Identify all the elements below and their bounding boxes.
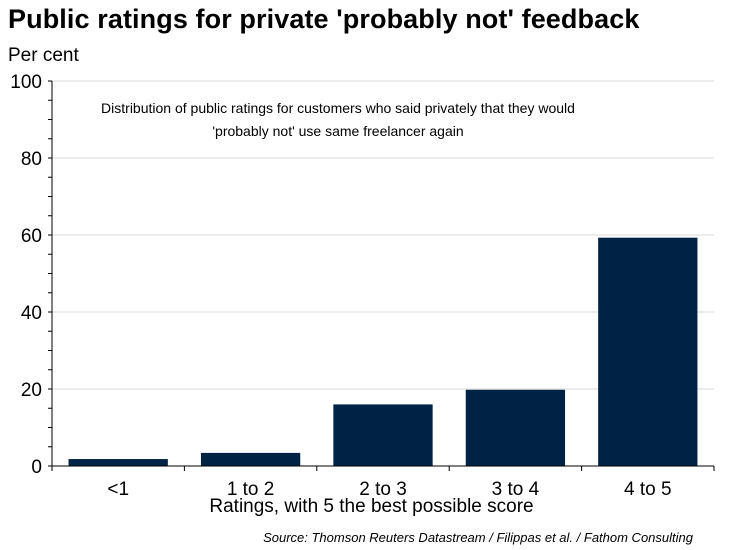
annotation-line-1: Distribution of public ratings for custo…: [101, 100, 575, 116]
bars: [68, 237, 698, 466]
y-tick-label: 60: [21, 226, 42, 247]
x-tick-label: 4 to 5: [624, 479, 672, 500]
y-tick-label: 0: [31, 457, 42, 478]
chart-title: Public ratings for private 'probably not…: [8, 4, 640, 34]
y-tick-label: 100: [10, 72, 42, 93]
bar: [598, 237, 698, 466]
y-tick-label: 80: [21, 149, 42, 170]
y-tick-label: 20: [21, 380, 42, 401]
annotation: Distribution of public ratings for custo…: [101, 100, 575, 139]
x-axis-title-text: Ratings, with 5 the best possible score: [209, 496, 534, 517]
bar: [333, 404, 433, 466]
x-axis-title: Ratings, with 5 the best possible score: [0, 496, 745, 518]
x-tick-label: 3 to 4: [492, 479, 540, 500]
y-unit-label: Per cent: [8, 45, 79, 66]
x-tick-label: 2 to 3: [359, 479, 407, 500]
x-tick-label: 1 to 2: [227, 479, 275, 500]
bar: [68, 459, 168, 466]
bar: [465, 389, 566, 466]
axes: 0 20 40 60 80 100 <1 1 to 2 2 to 3 3 to 4 4 to 5: [10, 72, 715, 500]
x-tick-label: <1: [107, 479, 129, 500]
annotation-line-2: 'probably not' use same freelancer again: [212, 123, 463, 139]
y-tick-label: 40: [21, 303, 42, 324]
source-note: Source: Thomson Reuters Datastream / Fil…: [263, 530, 693, 545]
bar: [200, 452, 301, 466]
